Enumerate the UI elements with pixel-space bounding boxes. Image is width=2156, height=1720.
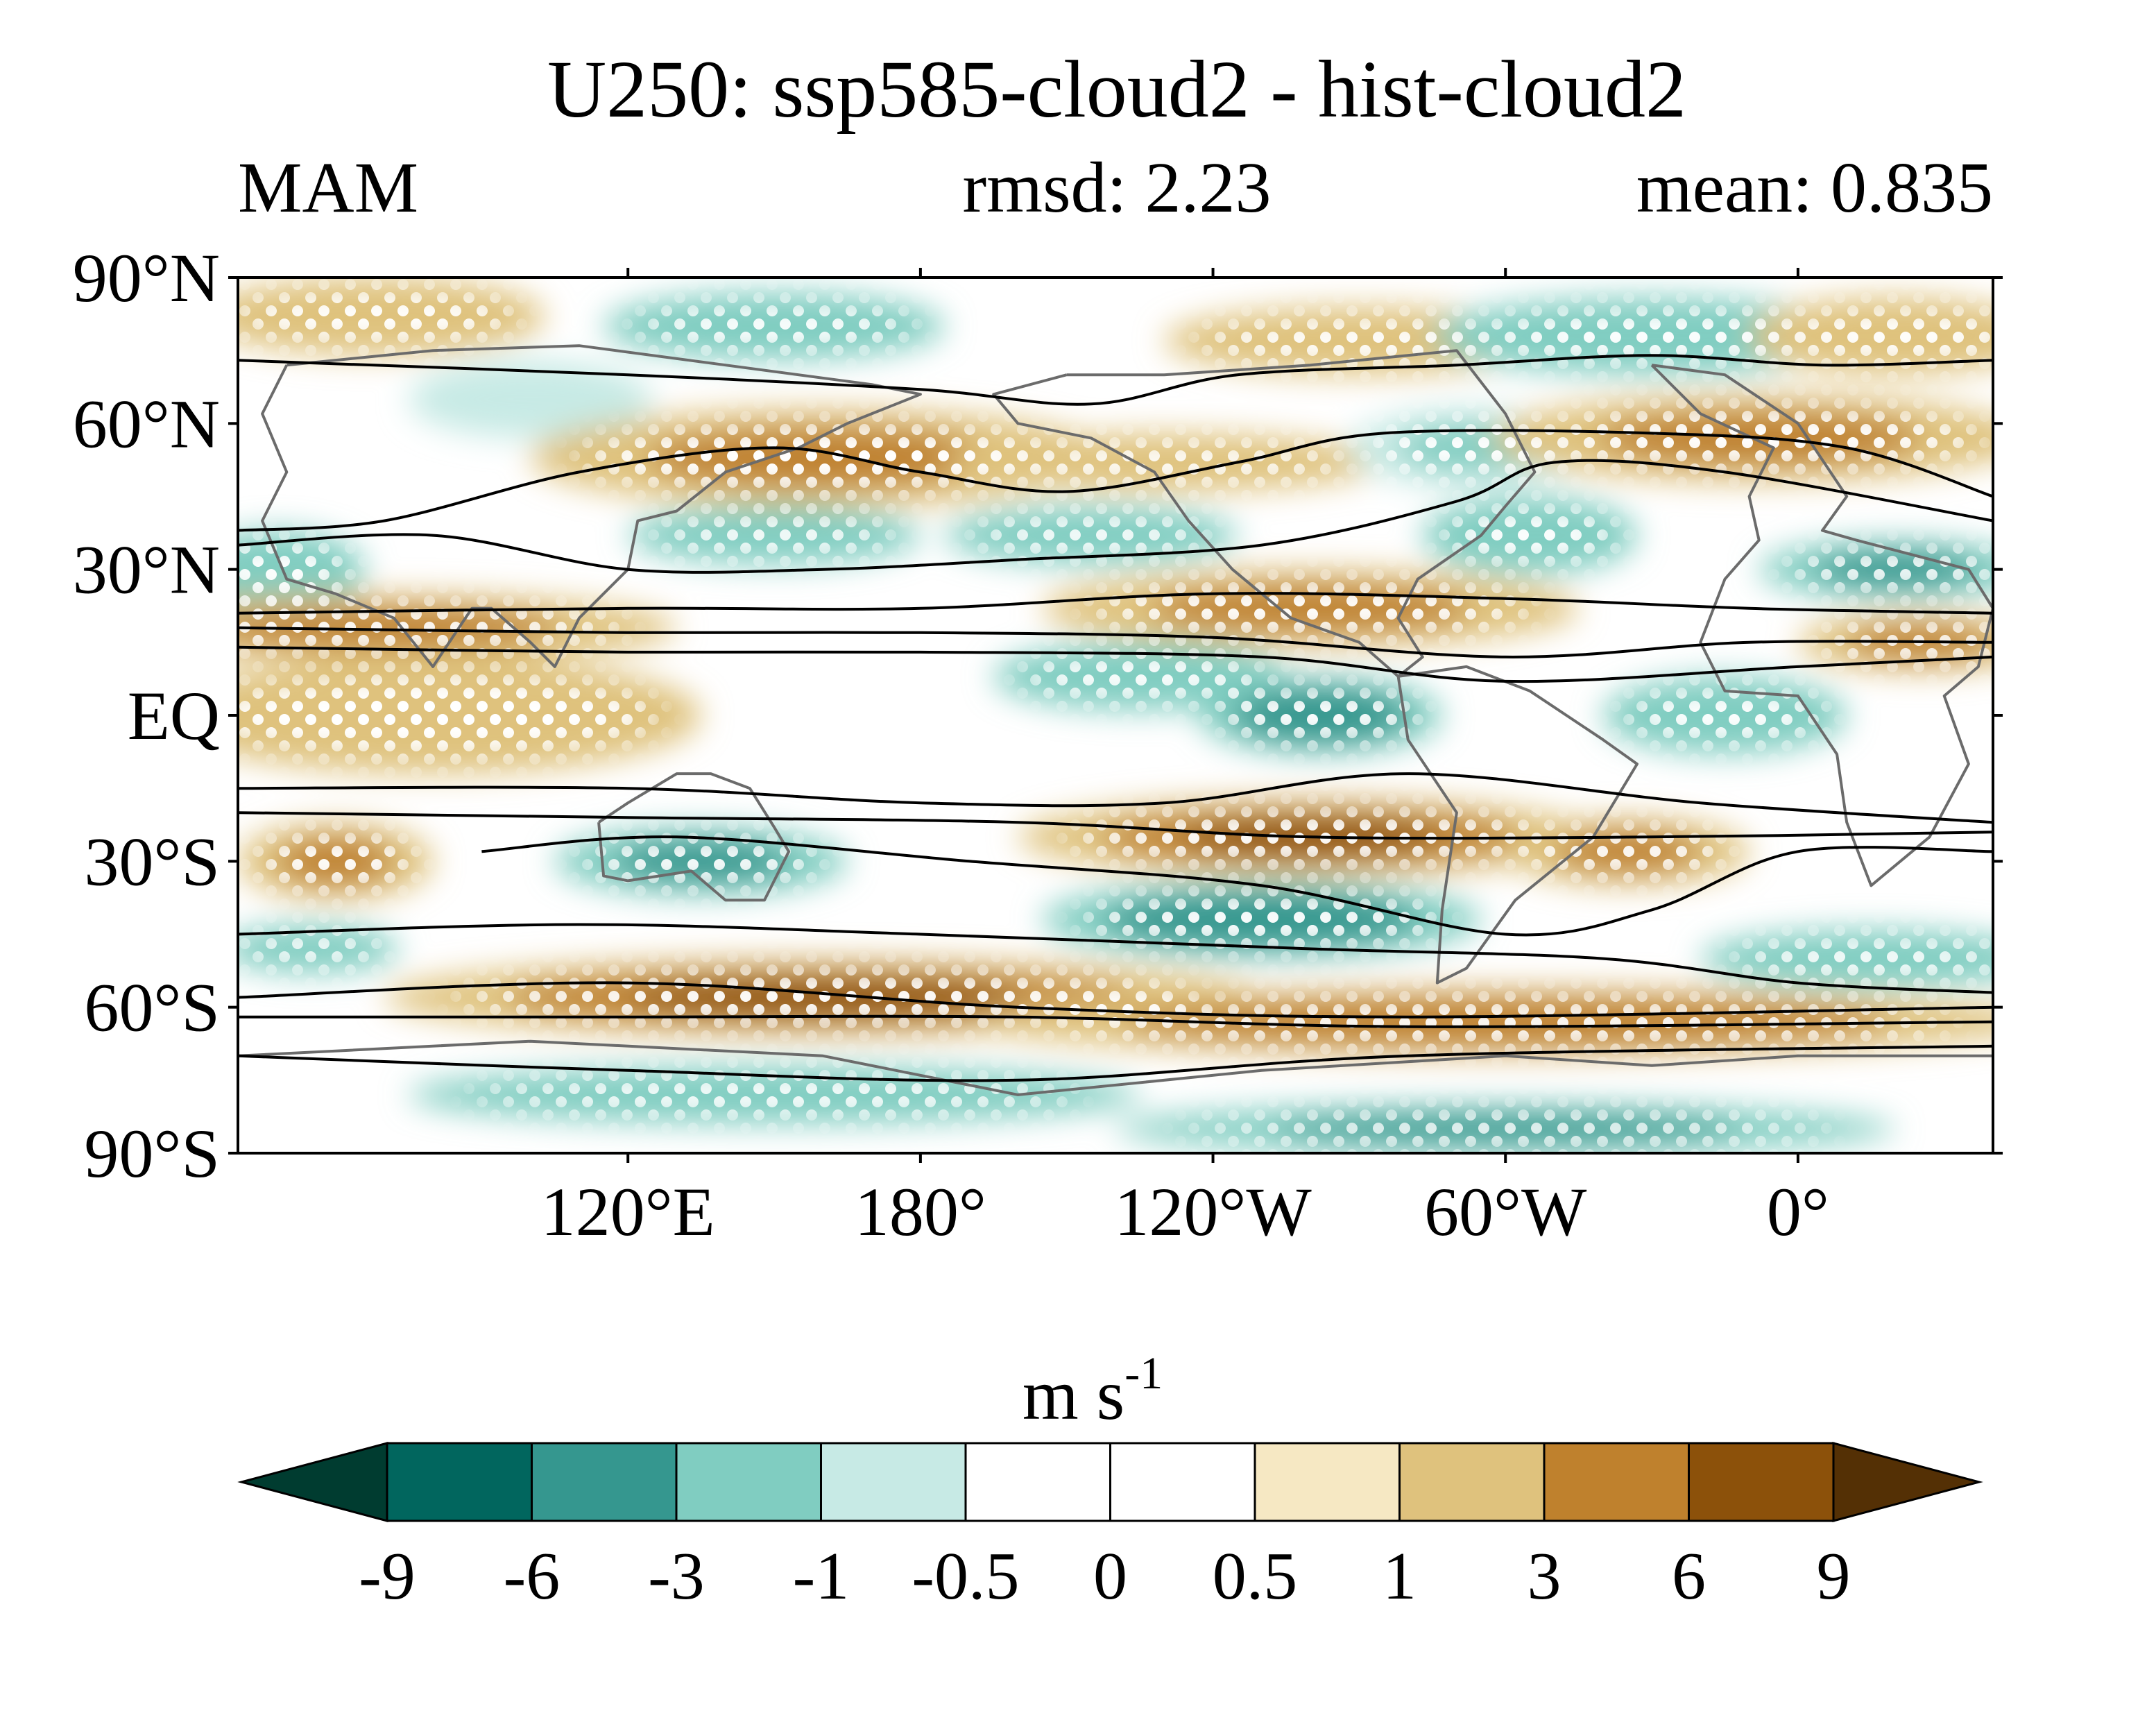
- lon-tick-label: 180°: [855, 1173, 986, 1250]
- coastline: [261, 344, 922, 668]
- longitude-axis: 120°E 180° 120°W 60°W 0°: [541, 268, 1829, 1250]
- contour-line: [238, 354, 1993, 406]
- colorbar: -9 -6 -3 -1 -0.5 0 0.5 1 3 6 9: [237, 1442, 1983, 1614]
- contour-line: [238, 811, 1993, 840]
- contour-line: [238, 1044, 1993, 1082]
- colorbar-tick-label: 0.5: [1213, 1539, 1298, 1614]
- latitude-axis: 90°N 60°N 30°N EQ 30°S 60°S 90°S: [73, 239, 2003, 1192]
- colorbar-unit-exponent: -1: [1124, 1348, 1163, 1399]
- colorbar-unit-base: m s: [1023, 1355, 1124, 1435]
- lat-tick-label: 90°N: [73, 239, 220, 316]
- rmsd-label: rmsd: 2.23: [963, 148, 1272, 228]
- colorbar-tick-label: -6: [504, 1539, 561, 1614]
- colorbar-box: [1543, 1442, 1690, 1522]
- season-label: MAM: [238, 148, 418, 228]
- contour-line: [238, 1014, 1993, 1028]
- coastline: [238, 1039, 1993, 1096]
- coastline: [1396, 665, 1639, 985]
- lat-tick-label: 90°S: [84, 1115, 220, 1192]
- lat-tick-label: 30°N: [73, 531, 220, 608]
- colorbar-tick-label: 6: [1672, 1539, 1706, 1614]
- contour-line: [238, 772, 1993, 824]
- contour-line: [238, 981, 1993, 1019]
- coastline: [597, 772, 791, 902]
- colorbar-box: [1398, 1442, 1546, 1522]
- colorbar-box: [964, 1442, 1111, 1522]
- map-panel: [238, 278, 1993, 1153]
- lat-tick-label: 30°S: [84, 823, 220, 900]
- colorbar-tick-label: 9: [1817, 1539, 1851, 1614]
- colorbar-box: [1109, 1442, 1256, 1522]
- colorbar-tick-label: -9: [359, 1539, 416, 1614]
- climatology-contours: [238, 354, 1993, 1082]
- contour-line: [238, 429, 1993, 532]
- colorbar-tick-label: 1: [1383, 1539, 1417, 1614]
- colorbar-box: [1254, 1442, 1401, 1522]
- contour-line: [238, 459, 1993, 574]
- lat-tick-label: 60°S: [84, 969, 220, 1046]
- lon-tick-label: 120°W: [1114, 1173, 1312, 1250]
- colorbar-tick-label: -1: [793, 1539, 850, 1614]
- colorbar-box: [386, 1442, 533, 1522]
- coastlines: [238, 344, 1993, 1096]
- mean-label: mean: 0.835: [1636, 148, 1993, 228]
- lon-tick-label: 120°E: [541, 1173, 715, 1250]
- colorbar-tick-label: -0.5: [912, 1539, 1019, 1614]
- colorbar-box: [675, 1442, 822, 1522]
- contour-line: [238, 592, 1993, 615]
- contour-line: [238, 923, 1993, 994]
- colorbar-unit: m s-1: [1023, 1348, 1163, 1435]
- colorbar-tick-label: 0: [1093, 1539, 1127, 1614]
- contour-line: [481, 835, 1993, 937]
- colorbar-box: [820, 1442, 967, 1522]
- contour-line: [238, 626, 1993, 658]
- contour-line: [238, 645, 1993, 683]
- lon-tick-label: 60°W: [1424, 1173, 1587, 1250]
- colorbar-tick-label: -3: [648, 1539, 705, 1614]
- figure-title: U250: ssp585-cloud2 - hist-cloud2: [547, 44, 1686, 135]
- colorbar-tick-label: 3: [1528, 1539, 1562, 1614]
- colorbar-max-extension: [1832, 1442, 1983, 1522]
- coastline: [992, 349, 1537, 678]
- significance-stippling: [238, 278, 1993, 1153]
- colorbar-min-extension: [237, 1442, 388, 1522]
- colorbar-box: [531, 1442, 678, 1522]
- lat-tick-label: 60°N: [73, 385, 220, 462]
- lon-tick-label: 0°: [1767, 1173, 1829, 1250]
- coastline: [1650, 364, 1993, 887]
- colorbar-box: [1688, 1442, 1835, 1522]
- lat-tick-label: EQ: [128, 677, 220, 754]
